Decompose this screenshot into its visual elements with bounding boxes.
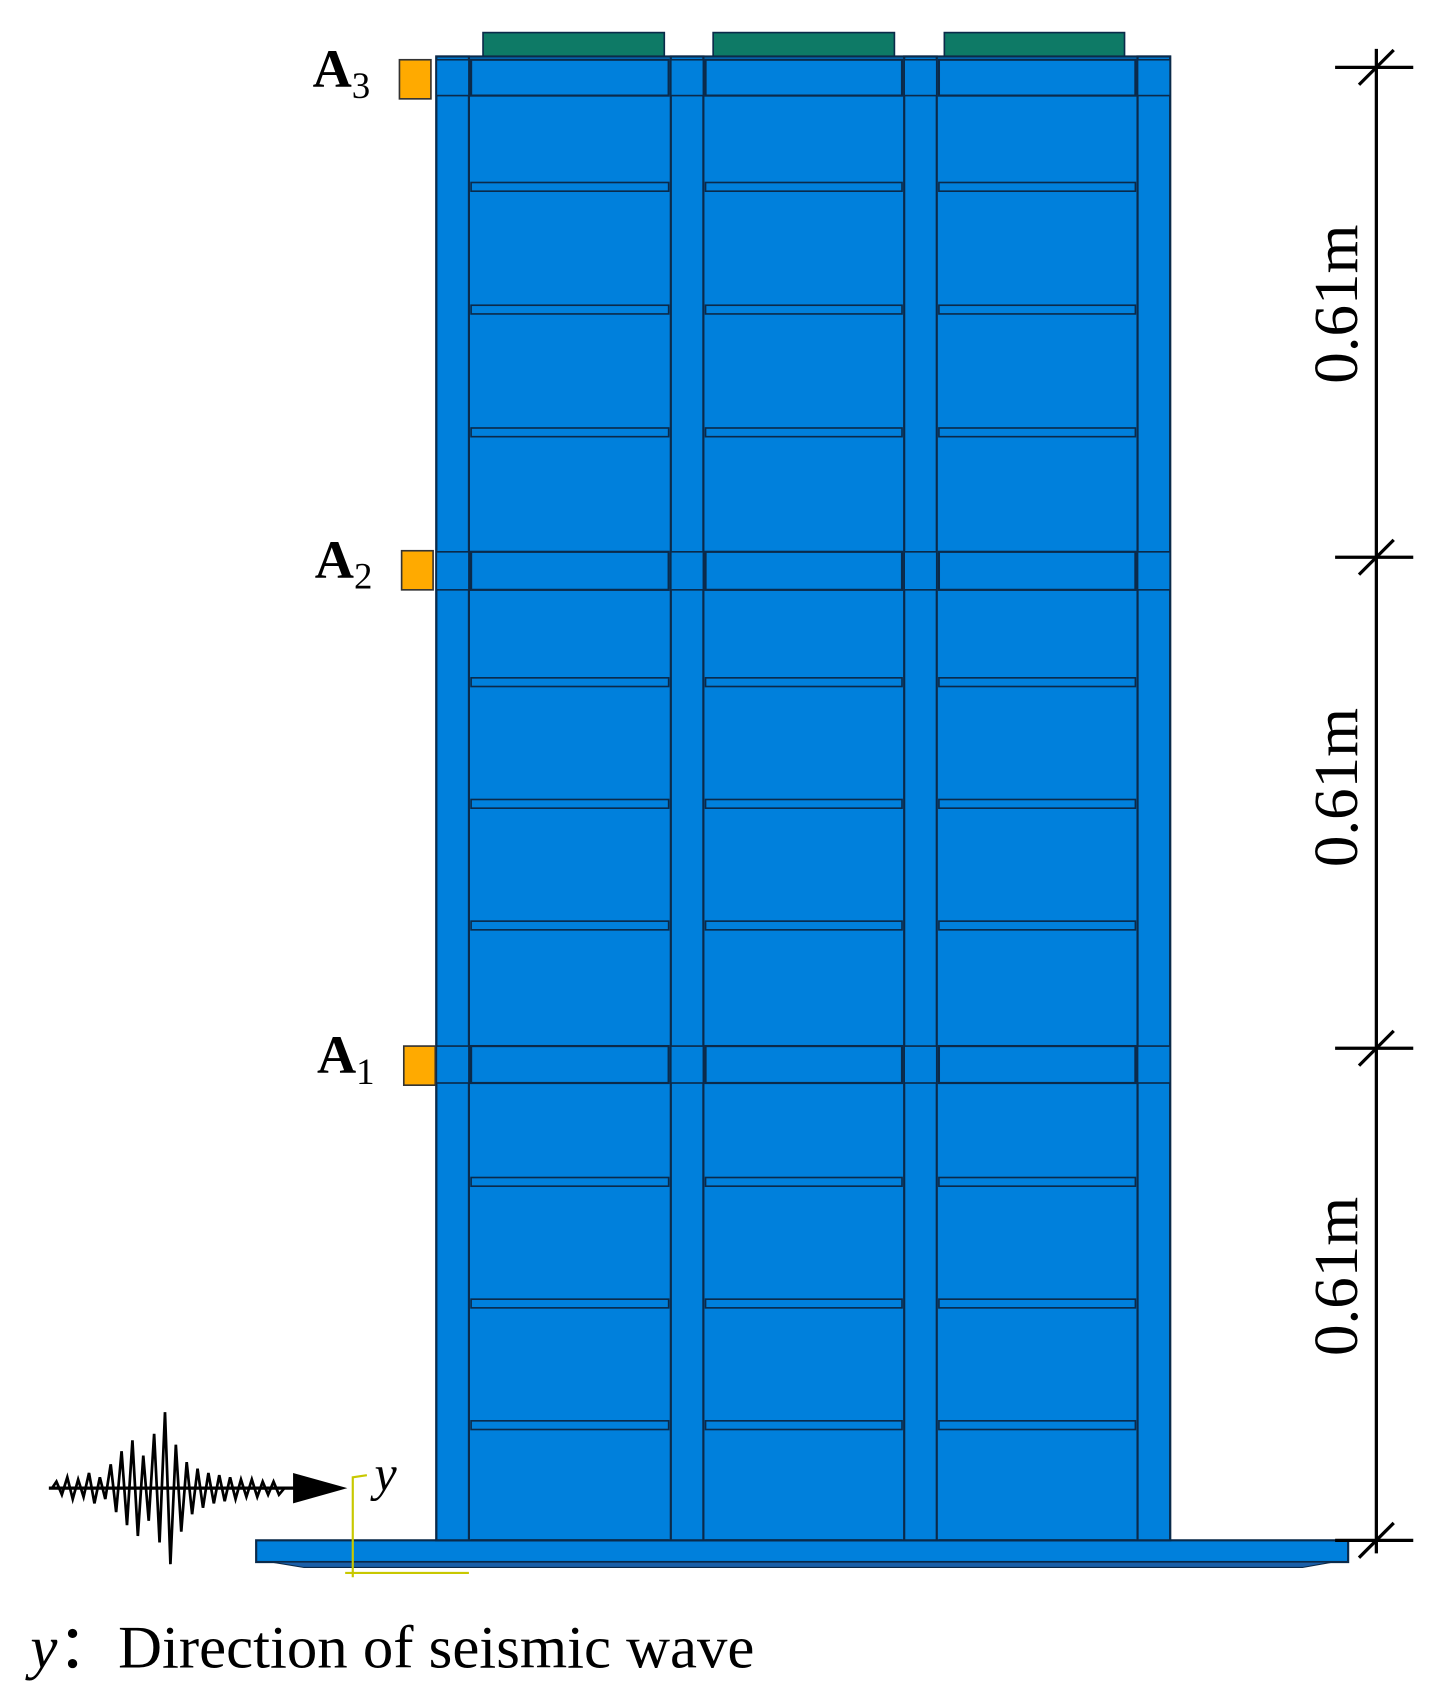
beam — [470, 181, 670, 192]
joint — [435, 551, 470, 591]
beam — [938, 427, 1137, 438]
joint — [1136, 551, 1171, 591]
beam — [704, 427, 903, 438]
beam — [938, 181, 1137, 192]
beam — [470, 677, 670, 688]
beam — [938, 304, 1137, 315]
beam — [704, 677, 903, 688]
beam — [938, 1298, 1137, 1309]
sensor-subscript: 1 — [356, 1051, 374, 1092]
joint — [903, 1045, 938, 1084]
beam — [704, 920, 903, 931]
beam — [704, 304, 903, 315]
beam — [470, 304, 670, 315]
sensor-letter: A — [317, 1025, 356, 1085]
joint — [435, 1045, 470, 1084]
sensor — [398, 58, 432, 100]
top-plate — [712, 31, 896, 58]
beam — [938, 1420, 1137, 1431]
structure — [48, 31, 1414, 1578]
joint — [669, 58, 705, 97]
beam — [704, 798, 903, 809]
caption-separator: ： — [57, 1614, 118, 1681]
beam — [704, 1044, 904, 1085]
column — [435, 55, 471, 1542]
beam — [704, 550, 904, 591]
dimension-slash — [1357, 1521, 1395, 1559]
beam — [704, 1298, 903, 1309]
beam — [470, 427, 670, 438]
beam — [938, 1176, 1137, 1188]
beam — [470, 1176, 670, 1188]
joint — [1136, 1045, 1171, 1084]
beam — [704, 1176, 903, 1188]
base-plate — [255, 1539, 1350, 1564]
column — [903, 55, 938, 1542]
beam — [470, 798, 670, 809]
seismic-wave — [50, 1412, 299, 1565]
beam — [704, 1420, 903, 1431]
dimension-slash — [1357, 538, 1395, 576]
dimension-label: 0.61m — [1301, 1197, 1371, 1356]
sensor — [402, 1045, 437, 1086]
beam — [938, 798, 1137, 809]
caption-text: Direction of seismic wave — [118, 1614, 754, 1681]
caption: y：Direction of seismic wave — [24, 1614, 754, 1681]
dimension-slash — [1357, 1029, 1395, 1067]
beam — [938, 920, 1137, 931]
beam — [937, 58, 1137, 97]
axis-label: y — [369, 1445, 397, 1501]
column — [1136, 55, 1172, 1542]
sensor-letter: A — [315, 530, 354, 590]
joint — [903, 58, 938, 97]
sensor — [400, 549, 434, 591]
beam — [937, 1044, 1137, 1085]
beam — [704, 58, 904, 97]
joint — [669, 551, 705, 591]
beam — [470, 1298, 670, 1309]
sensor-subscript: 3 — [352, 65, 370, 106]
dimension-label: 0.61m — [1301, 225, 1371, 384]
top-plate — [943, 31, 1126, 58]
wave-arrow-head — [293, 1472, 348, 1504]
beam — [470, 1420, 670, 1431]
caption-symbol: y — [24, 1614, 58, 1681]
beam — [937, 550, 1137, 591]
beam — [470, 1044, 670, 1085]
column — [669, 55, 705, 1542]
joint — [669, 1045, 705, 1084]
beam — [470, 58, 670, 97]
beam — [704, 181, 903, 192]
frame-body — [435, 55, 1172, 1542]
sensor-label: A1 — [317, 1025, 375, 1092]
base-plate-under — [271, 1561, 1334, 1569]
beam — [938, 677, 1137, 688]
dimension-label: 0.61m — [1301, 708, 1371, 867]
sensor-label: A3 — [313, 39, 371, 106]
joint — [435, 58, 470, 97]
dimension-slash — [1357, 48, 1395, 86]
joint — [1136, 58, 1171, 97]
joint — [903, 551, 938, 591]
beam — [470, 550, 670, 591]
sensor-label: A2 — [315, 530, 373, 597]
axis-y — [351, 1474, 368, 1578]
beam — [470, 920, 670, 931]
sensor-letter: A — [313, 39, 352, 99]
sensor-subscript: 2 — [354, 556, 372, 597]
top-plate — [482, 31, 666, 58]
